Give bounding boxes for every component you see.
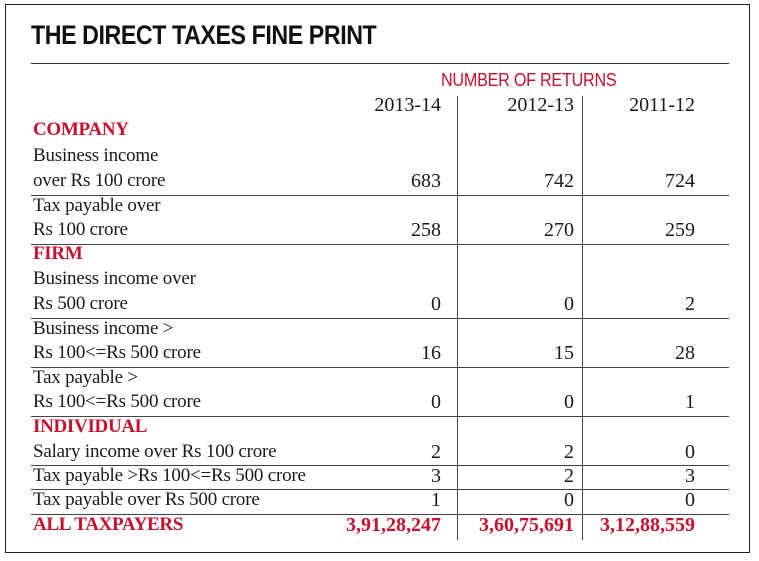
row-label: Rs 100<=Rs 500 crore — [33, 391, 201, 412]
table-cell: 0 — [685, 441, 695, 463]
row-divider — [31, 489, 729, 490]
table-cell: 258 — [411, 219, 441, 241]
table-cell: 15 — [554, 342, 574, 364]
table-cell: 0 — [431, 293, 441, 315]
row-label: Business income > — [33, 318, 174, 339]
row-label: Tax payable over — [33, 195, 161, 216]
table-cell: 2 — [564, 465, 574, 487]
table-cell: 2 — [564, 441, 574, 463]
table-cell: 2 — [685, 293, 695, 315]
section-firm: FIRM — [33, 243, 83, 264]
row-label: Business income over — [33, 268, 196, 289]
row-label: Rs 100<=Rs 500 crore — [33, 342, 201, 363]
row-label: Salary income over Rs 100 crore — [33, 441, 277, 462]
total-cell: 3,12,88,559 — [600, 514, 695, 536]
table-cell: 0 — [685, 489, 695, 511]
table-cell: 1 — [685, 391, 695, 413]
table-cell: 2 — [431, 441, 441, 463]
row-label: Tax payable > — [33, 367, 138, 388]
row-divider — [31, 416, 729, 417]
row-label: over Rs 100 crore — [33, 170, 166, 191]
total-cell: 3,60,75,691 — [479, 514, 574, 536]
row-divider — [31, 318, 729, 319]
table-cell: 0 — [564, 293, 574, 315]
table-cell: 3 — [685, 465, 695, 487]
table-cell: 3 — [431, 465, 441, 487]
year-header-2013-14: 2013-14 — [374, 94, 441, 116]
row-divider — [31, 514, 729, 515]
section-individual: INDIVIDUAL — [33, 416, 148, 437]
table-cell: 28 — [675, 342, 695, 364]
table-cell: 270 — [544, 219, 574, 241]
table-cell: 16 — [421, 342, 441, 364]
total-label: ALL TAXPAYERS — [33, 514, 184, 535]
year-header-2011-12: 2011-12 — [629, 94, 695, 116]
total-cell: 3,91,28,247 — [346, 514, 441, 536]
row-divider — [31, 465, 729, 466]
page-title: THE DIRECT TAXES FINE PRINT — [31, 20, 377, 50]
year-header-2012-13: 2012-13 — [507, 94, 574, 116]
row-label: Rs 100 crore — [33, 219, 128, 240]
table-cell: 1 — [431, 489, 441, 511]
table-cell: 0 — [564, 391, 574, 413]
table-cell: 0 — [564, 489, 574, 511]
row-label: Tax payable over Rs 500 crore — [33, 489, 260, 510]
row-divider — [31, 244, 729, 245]
figure-frame — [5, 4, 750, 553]
column-group-header: NUMBER OF RETURNS — [441, 70, 617, 90]
row-label: Rs 500 crore — [33, 293, 128, 314]
table-cell: 724 — [665, 170, 695, 192]
row-divider — [31, 195, 729, 196]
table-cell: 259 — [665, 219, 695, 241]
table-cell: 0 — [431, 391, 441, 413]
row-divider — [31, 367, 729, 368]
table-cell: 683 — [411, 170, 441, 192]
row-label: Tax payable >Rs 100<=Rs 500 crore — [33, 465, 306, 486]
row-label: Business income — [33, 145, 159, 166]
table-cell: 742 — [544, 170, 574, 192]
section-company: COMPANY — [33, 119, 129, 140]
title-divider — [31, 63, 729, 64]
